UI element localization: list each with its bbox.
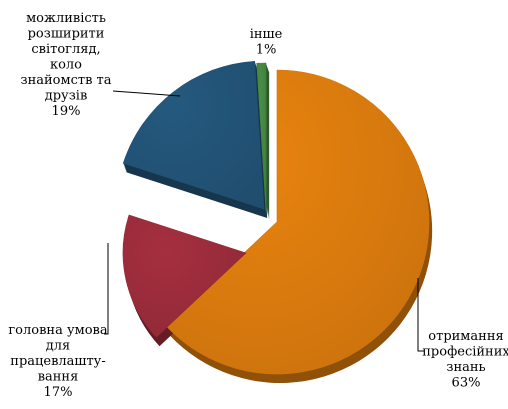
- slice-value-label: 17%: [44, 385, 73, 400]
- slice-label: головна умова для працевлашту-вання 17%: [8, 323, 107, 400]
- slice-value-label: 1%: [256, 43, 277, 58]
- slice-value-label: 19%: [52, 104, 81, 119]
- slice-label-line: для: [46, 339, 70, 354]
- leader-line: [417, 278, 424, 352]
- slice-label-line: можливість: [26, 11, 106, 26]
- leader-line: [104, 243, 109, 335]
- pie-slice: [122, 214, 247, 338]
- slice-label-line: працевлашту-: [10, 354, 105, 369]
- slice-label: інше 1%: [250, 27, 283, 58]
- pie-slice: [165, 69, 430, 375]
- slice-label-line: друзів: [45, 89, 88, 104]
- pie-slice: [122, 60, 265, 210]
- slice-label-line: знайомств та: [21, 73, 112, 88]
- slice-label-line: головна умова: [8, 323, 107, 338]
- slice-label-line: отримання: [428, 329, 503, 344]
- slice-label: можливість розширити світогляд, коло знайомс…: [21, 11, 112, 119]
- slice-label-line: коло: [50, 58, 82, 73]
- slice-label-line: професійних: [422, 345, 508, 360]
- pie-slice: [256, 62, 267, 212]
- leader-line: [112, 90, 181, 97]
- slice-label-line: світогляд,: [31, 42, 100, 57]
- slice-label-line: розширити: [28, 27, 105, 42]
- slice-label-line: знань: [446, 360, 485, 375]
- slice-label: отримання професійних знань 63%: [422, 329, 508, 391]
- slice-value-label: 63%: [452, 376, 481, 391]
- slice-label-line: вання: [38, 370, 79, 385]
- slice-label-line: інше: [250, 27, 283, 42]
